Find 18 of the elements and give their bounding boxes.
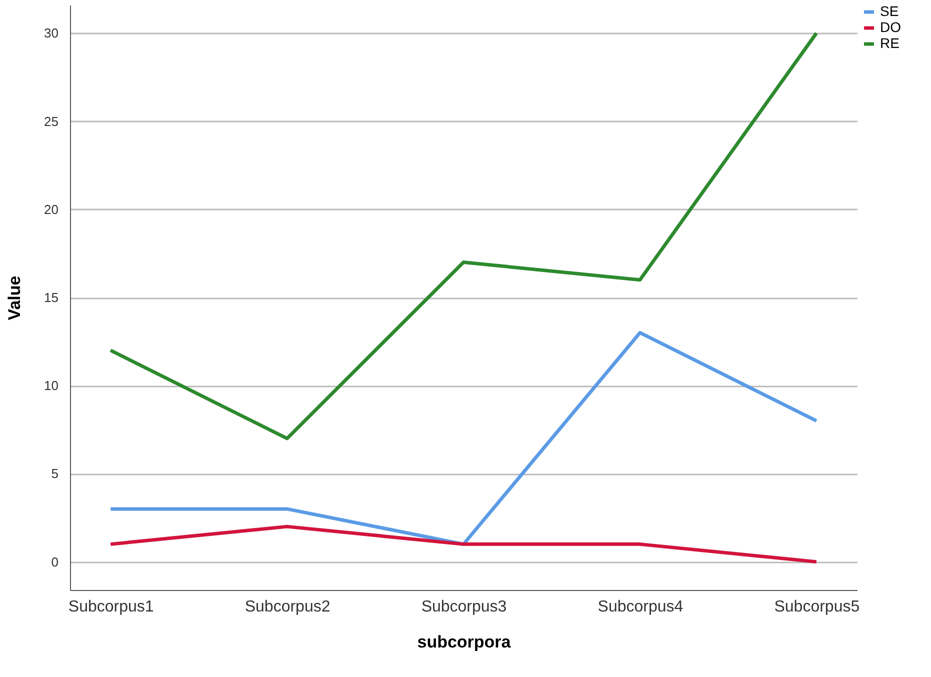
y-tick-label: 15 [44, 290, 58, 305]
legend-label: SE [880, 3, 899, 19]
line-series [108, 31, 818, 440]
y-tick-label: 0 [51, 554, 58, 570]
x-tick-label: Subcorpus2 [244, 598, 330, 616]
y-tick-label: 25 [44, 114, 58, 129]
y-tick-label: 5 [51, 466, 58, 482]
x-tick-label: Subcorpus3 [421, 598, 507, 616]
legend-label: DO [880, 19, 902, 35]
x-tick-label: Subcorpus1 [68, 598, 154, 616]
x-axis-title: subcorpora [417, 632, 512, 652]
legend-label: RE [880, 35, 900, 51]
y-tick-label: 10 [44, 378, 58, 394]
y-tick-label: 20 [44, 202, 58, 217]
x-tick-label: Subcorpus5 [774, 598, 860, 616]
x-tick-label: Subcorpus4 [598, 598, 684, 616]
y-tick-label: 30 [44, 26, 58, 41]
y-axis-title: Value [5, 276, 24, 320]
